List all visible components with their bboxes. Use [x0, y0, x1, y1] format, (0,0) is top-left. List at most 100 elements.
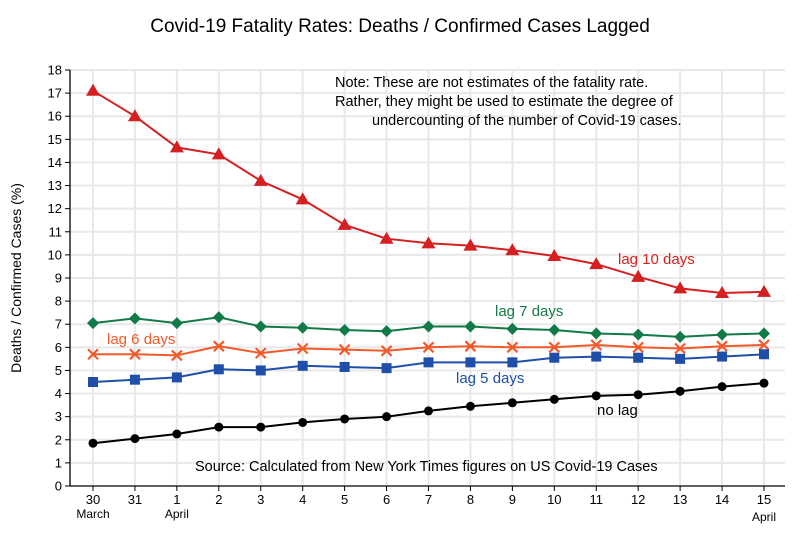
- series-label-lag-10: lag 10 days: [618, 251, 695, 268]
- data-point-lag-6-days: [548, 341, 561, 354]
- x-tick-label: 10: [547, 492, 561, 507]
- data-point-lag-7-days: [87, 317, 99, 330]
- data-point-lag-5-days: [255, 365, 266, 376]
- x-month-label: April: [165, 507, 189, 521]
- note-line-1: Note: These are not estimates of the fat…: [335, 75, 648, 91]
- y-tick-label: 4: [55, 386, 62, 401]
- data-point-lag-7-days: [170, 317, 183, 330]
- data-point-lag-5-days: [88, 377, 98, 387]
- x-tick-label: 6: [383, 492, 390, 507]
- note-line-2: Rather, they might be used to estimate t…: [335, 94, 674, 110]
- x-tick-label: 31: [128, 492, 142, 507]
- y-tick-label: 12: [48, 201, 62, 216]
- data-point-lag-5-days: [717, 351, 728, 362]
- x-tick-label: 4: [299, 492, 306, 507]
- data-point-lag-5-days: [507, 357, 518, 368]
- data-point-lag-7-days: [128, 312, 141, 325]
- data-point-lag-10-days: [673, 281, 688, 294]
- note-annotation: Note: These are not estimates of the fat…: [335, 75, 682, 129]
- data-point-no-lag: [591, 391, 601, 401]
- y-tick-label: 0: [55, 479, 62, 494]
- y-tick-label: 6: [55, 340, 62, 355]
- series-label-no-lag: no lag: [597, 402, 638, 419]
- data-point-lag-5-days: [675, 353, 686, 364]
- data-point-lag-6-days: [213, 340, 225, 352]
- data-point-lag-5-days: [171, 372, 182, 383]
- data-point-lag-6-days: [674, 342, 686, 355]
- data-point-lag-7-days: [590, 327, 603, 340]
- y-tick-label: 1: [55, 455, 62, 470]
- data-point-lag-10-days: [757, 284, 771, 297]
- x-tick-label: 5: [341, 492, 348, 507]
- data-point-lag-7-days: [254, 320, 267, 333]
- y-tick-label: 17: [48, 86, 62, 101]
- data-point-lag-7-days: [464, 320, 477, 333]
- data-point-lag-5-days: [465, 357, 476, 368]
- data-point-lag-7-days: [758, 327, 770, 340]
- data-point-lag-6-days: [338, 343, 351, 356]
- data-point-no-lag: [256, 422, 266, 432]
- data-point-lag-6-days: [632, 341, 644, 354]
- x-tick-label: 2: [215, 492, 222, 507]
- x-tick-label: 9: [509, 492, 516, 507]
- data-point-lag-10-days: [463, 238, 478, 251]
- x-tick-label: 1: [173, 492, 180, 507]
- data-point-lag-5-days: [759, 349, 769, 360]
- data-point-lag-6-days: [129, 348, 141, 361]
- y-tick-label: 16: [48, 109, 62, 124]
- data-point-lag-6-days: [464, 340, 477, 352]
- data-point-lag-6-days: [506, 341, 519, 354]
- x-tick-label: 30: [86, 492, 100, 507]
- x-tick-label: 3: [257, 492, 264, 507]
- y-tick-label: 2: [55, 432, 62, 447]
- y-tick-label: 13: [48, 178, 62, 193]
- data-point-no-lag: [507, 398, 517, 408]
- data-point-lag-7-days: [380, 325, 393, 338]
- x-month-label: April: [752, 510, 776, 524]
- data-point-no-lag: [298, 417, 308, 427]
- data-point-lag-10-days: [505, 243, 520, 256]
- data-point-lag-5-days: [213, 364, 224, 375]
- data-point-lag-7-days: [674, 330, 687, 343]
- y-tick-label: 7: [55, 317, 62, 332]
- y-axis-label: Deaths / Confirmed Cases (%): [8, 183, 24, 373]
- data-point-lag-7-days: [296, 321, 309, 334]
- series-label-lag-6: lag 6 days: [107, 331, 175, 348]
- data-point-lag-5-days: [129, 374, 140, 385]
- note-line-3: undercounting of the number of Covid-19 …: [372, 113, 682, 129]
- data-point-no-lag: [88, 438, 98, 448]
- data-point-lag-6-days: [716, 340, 728, 352]
- series-lag-10-days: [86, 83, 771, 299]
- data-point-lag-10-days: [547, 249, 562, 262]
- data-point-no-lag: [675, 386, 685, 396]
- data-point-lag-7-days: [338, 324, 351, 336]
- data-point-lag-10-days: [631, 269, 646, 282]
- data-point-lag-7-days: [422, 320, 435, 333]
- data-point-no-lag: [172, 429, 182, 439]
- data-point-lag-6-days: [254, 347, 267, 359]
- series-group: [86, 83, 771, 448]
- x-tick-label: 14: [715, 492, 729, 507]
- data-point-no-lag: [759, 378, 769, 388]
- y-tick-label: 15: [48, 132, 62, 147]
- x-tick-label: 15: [757, 492, 771, 507]
- data-point-no-lag: [214, 422, 224, 432]
- data-point-no-lag: [465, 401, 475, 411]
- series-no-lag: [88, 378, 769, 448]
- y-tick-label: 3: [55, 409, 62, 424]
- series-label-lag-5: lag 5 days: [456, 370, 524, 387]
- source-annotation: Source: Calculated from New York Times f…: [195, 459, 658, 475]
- data-point-no-lag: [717, 382, 727, 392]
- y-tick-label: 9: [55, 271, 62, 286]
- data-point-lag-10-days: [211, 147, 226, 160]
- data-point-lag-7-days: [716, 328, 729, 341]
- data-point-lag-7-days: [632, 328, 645, 341]
- data-point-lag-6-days: [171, 349, 183, 362]
- data-point-no-lag: [130, 434, 140, 444]
- data-point-no-lag: [549, 394, 559, 404]
- data-point-lag-5-days: [591, 351, 602, 362]
- x-tick-label: 7: [425, 492, 432, 507]
- data-point-lag-10-days: [715, 286, 730, 299]
